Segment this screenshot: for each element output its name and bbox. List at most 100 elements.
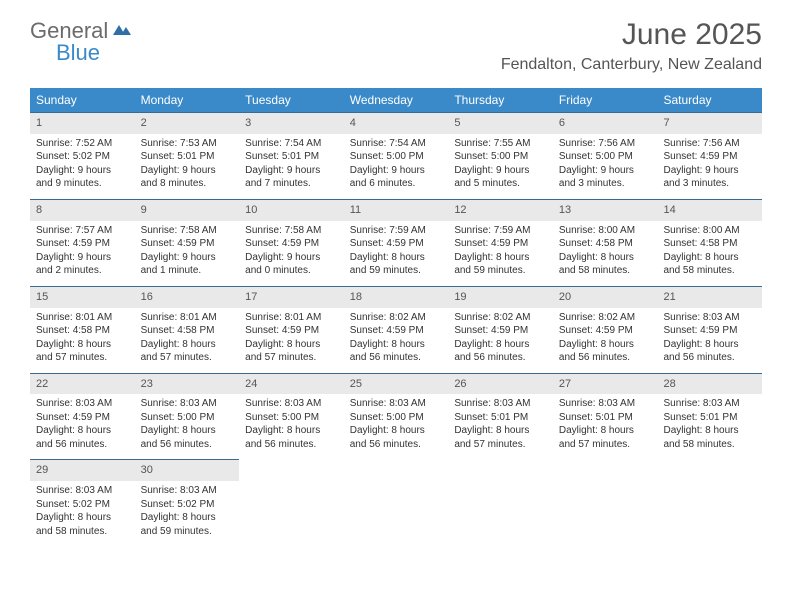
day-body: Sunrise: 8:02 AMSunset: 4:59 PMDaylight:… bbox=[448, 308, 553, 373]
sunrise-text: Sunrise: 7:59 AM bbox=[454, 224, 547, 238]
day-number: 29 bbox=[30, 459, 135, 481]
day-body: Sunrise: 7:54 AMSunset: 5:00 PMDaylight:… bbox=[344, 134, 449, 199]
day-number: 1 bbox=[30, 112, 135, 134]
sunset-text: Sunset: 5:00 PM bbox=[350, 411, 443, 425]
daylight-text: Daylight: 8 hours and 57 minutes. bbox=[36, 338, 129, 365]
day-cell: 23Sunrise: 8:03 AMSunset: 5:00 PMDayligh… bbox=[135, 373, 240, 460]
sunrise-text: Sunrise: 7:54 AM bbox=[350, 137, 443, 151]
week-row: 22Sunrise: 8:03 AMSunset: 4:59 PMDayligh… bbox=[30, 373, 762, 460]
day-cell: 5Sunrise: 7:55 AMSunset: 5:00 PMDaylight… bbox=[448, 112, 553, 199]
sunset-text: Sunset: 4:59 PM bbox=[350, 237, 443, 251]
sunset-text: Sunset: 4:59 PM bbox=[350, 324, 443, 338]
day-cell: 12Sunrise: 7:59 AMSunset: 4:59 PMDayligh… bbox=[448, 199, 553, 286]
day-cell: 13Sunrise: 8:00 AMSunset: 4:58 PMDayligh… bbox=[553, 199, 658, 286]
week-row: 1Sunrise: 7:52 AMSunset: 5:02 PMDaylight… bbox=[30, 112, 762, 199]
day-number: 12 bbox=[448, 199, 553, 221]
day-cell: 11Sunrise: 7:59 AMSunset: 4:59 PMDayligh… bbox=[344, 199, 449, 286]
daylight-text: Daylight: 8 hours and 56 minutes. bbox=[36, 424, 129, 451]
day-body: Sunrise: 7:53 AMSunset: 5:01 PMDaylight:… bbox=[135, 134, 240, 199]
day-cell: 1Sunrise: 7:52 AMSunset: 5:02 PMDaylight… bbox=[30, 112, 135, 199]
day-cell: 20Sunrise: 8:02 AMSunset: 4:59 PMDayligh… bbox=[553, 286, 658, 373]
daylight-text: Daylight: 8 hours and 56 minutes. bbox=[559, 338, 652, 365]
day-body: Sunrise: 8:03 AMSunset: 5:01 PMDaylight:… bbox=[553, 394, 658, 459]
day-cell: 14Sunrise: 8:00 AMSunset: 4:58 PMDayligh… bbox=[657, 199, 762, 286]
day-body: Sunrise: 8:00 AMSunset: 4:58 PMDaylight:… bbox=[553, 221, 658, 286]
day-body: Sunrise: 7:54 AMSunset: 5:01 PMDaylight:… bbox=[239, 134, 344, 199]
week-row: 8Sunrise: 7:57 AMSunset: 4:59 PMDaylight… bbox=[30, 199, 762, 286]
day-number: 2 bbox=[135, 112, 240, 134]
weekday-monday: Monday bbox=[135, 88, 240, 112]
day-body: Sunrise: 7:57 AMSunset: 4:59 PMDaylight:… bbox=[30, 221, 135, 286]
logo-text-blue: Blue bbox=[56, 40, 100, 66]
day-cell: 30Sunrise: 8:03 AMSunset: 5:02 PMDayligh… bbox=[135, 459, 240, 546]
sunrise-text: Sunrise: 7:52 AM bbox=[36, 137, 129, 151]
day-number: 30 bbox=[135, 459, 240, 481]
sunset-text: Sunset: 4:59 PM bbox=[559, 324, 652, 338]
day-number: 15 bbox=[30, 286, 135, 308]
day-number: 4 bbox=[344, 112, 449, 134]
day-cell: 16Sunrise: 8:01 AMSunset: 4:58 PMDayligh… bbox=[135, 286, 240, 373]
daylight-text: Daylight: 8 hours and 56 minutes. bbox=[350, 338, 443, 365]
day-cell: 22Sunrise: 8:03 AMSunset: 4:59 PMDayligh… bbox=[30, 373, 135, 460]
daylight-text: Daylight: 8 hours and 56 minutes. bbox=[350, 424, 443, 451]
sunrise-text: Sunrise: 8:01 AM bbox=[245, 311, 338, 325]
day-cell: 15Sunrise: 8:01 AMSunset: 4:58 PMDayligh… bbox=[30, 286, 135, 373]
daylight-text: Daylight: 9 hours and 5 minutes. bbox=[454, 164, 547, 191]
sunrise-text: Sunrise: 8:03 AM bbox=[350, 397, 443, 411]
sunrise-text: Sunrise: 8:03 AM bbox=[245, 397, 338, 411]
daylight-text: Daylight: 8 hours and 56 minutes. bbox=[141, 424, 234, 451]
day-number: 25 bbox=[344, 373, 449, 395]
day-number: 5 bbox=[448, 112, 553, 134]
sunset-text: Sunset: 4:59 PM bbox=[36, 237, 129, 251]
weekday-friday: Friday bbox=[553, 88, 658, 112]
sunrise-text: Sunrise: 8:01 AM bbox=[141, 311, 234, 325]
sunrise-text: Sunrise: 7:59 AM bbox=[350, 224, 443, 238]
sunset-text: Sunset: 4:59 PM bbox=[245, 237, 338, 251]
day-body: Sunrise: 8:03 AMSunset: 5:00 PMDaylight:… bbox=[239, 394, 344, 459]
day-body: Sunrise: 8:03 AMSunset: 5:00 PMDaylight:… bbox=[344, 394, 449, 459]
daylight-text: Daylight: 8 hours and 59 minutes. bbox=[454, 251, 547, 278]
sunset-text: Sunset: 4:58 PM bbox=[663, 237, 756, 251]
daylight-text: Daylight: 9 hours and 1 minute. bbox=[141, 251, 234, 278]
sunset-text: Sunset: 5:01 PM bbox=[454, 411, 547, 425]
day-body: Sunrise: 8:02 AMSunset: 4:59 PMDaylight:… bbox=[553, 308, 658, 373]
week-row: 15Sunrise: 8:01 AMSunset: 4:58 PMDayligh… bbox=[30, 286, 762, 373]
sunrise-text: Sunrise: 7:53 AM bbox=[141, 137, 234, 151]
sunset-text: Sunset: 5:01 PM bbox=[141, 150, 234, 164]
day-cell: 19Sunrise: 8:02 AMSunset: 4:59 PMDayligh… bbox=[448, 286, 553, 373]
sunrise-text: Sunrise: 8:02 AM bbox=[454, 311, 547, 325]
sunset-text: Sunset: 4:59 PM bbox=[663, 324, 756, 338]
day-body: Sunrise: 7:58 AMSunset: 4:59 PMDaylight:… bbox=[239, 221, 344, 286]
day-body: Sunrise: 8:01 AMSunset: 4:58 PMDaylight:… bbox=[30, 308, 135, 373]
day-body: Sunrise: 8:03 AMSunset: 5:01 PMDaylight:… bbox=[657, 394, 762, 459]
day-cell: 17Sunrise: 8:01 AMSunset: 4:59 PMDayligh… bbox=[239, 286, 344, 373]
sunset-text: Sunset: 4:59 PM bbox=[663, 150, 756, 164]
day-cell: 24Sunrise: 8:03 AMSunset: 5:00 PMDayligh… bbox=[239, 373, 344, 460]
day-body: Sunrise: 7:59 AMSunset: 4:59 PMDaylight:… bbox=[448, 221, 553, 286]
sunset-text: Sunset: 4:59 PM bbox=[454, 324, 547, 338]
sunrise-text: Sunrise: 8:02 AM bbox=[559, 311, 652, 325]
daylight-text: Daylight: 8 hours and 58 minutes. bbox=[663, 424, 756, 451]
day-number: 8 bbox=[30, 199, 135, 221]
day-body: Sunrise: 8:03 AMSunset: 4:59 PMDaylight:… bbox=[657, 308, 762, 373]
sunrise-text: Sunrise: 7:56 AM bbox=[559, 137, 652, 151]
day-number: 24 bbox=[239, 373, 344, 395]
day-number: 10 bbox=[239, 199, 344, 221]
day-body: Sunrise: 7:52 AMSunset: 5:02 PMDaylight:… bbox=[30, 134, 135, 199]
empty-cell bbox=[448, 459, 553, 546]
day-body: Sunrise: 8:01 AMSunset: 4:59 PMDaylight:… bbox=[239, 308, 344, 373]
calendar: SundayMondayTuesdayWednesdayThursdayFrid… bbox=[30, 88, 762, 546]
daylight-text: Daylight: 8 hours and 57 minutes. bbox=[245, 338, 338, 365]
header: General Blue June 2025 Fendalton, Canter… bbox=[0, 0, 792, 80]
sunset-text: Sunset: 5:02 PM bbox=[36, 498, 129, 512]
day-body: Sunrise: 8:03 AMSunset: 5:02 PMDaylight:… bbox=[30, 481, 135, 546]
day-number: 28 bbox=[657, 373, 762, 395]
month-title: June 2025 bbox=[501, 18, 762, 52]
location-label: Fendalton, Canterbury, New Zealand bbox=[501, 56, 762, 74]
weekday-sunday: Sunday bbox=[30, 88, 135, 112]
day-body: Sunrise: 8:03 AMSunset: 5:02 PMDaylight:… bbox=[135, 481, 240, 546]
daylight-text: Daylight: 8 hours and 59 minutes. bbox=[141, 511, 234, 538]
weekday-thursday: Thursday bbox=[448, 88, 553, 112]
sunset-text: Sunset: 4:58 PM bbox=[36, 324, 129, 338]
sunrise-text: Sunrise: 8:00 AM bbox=[559, 224, 652, 238]
